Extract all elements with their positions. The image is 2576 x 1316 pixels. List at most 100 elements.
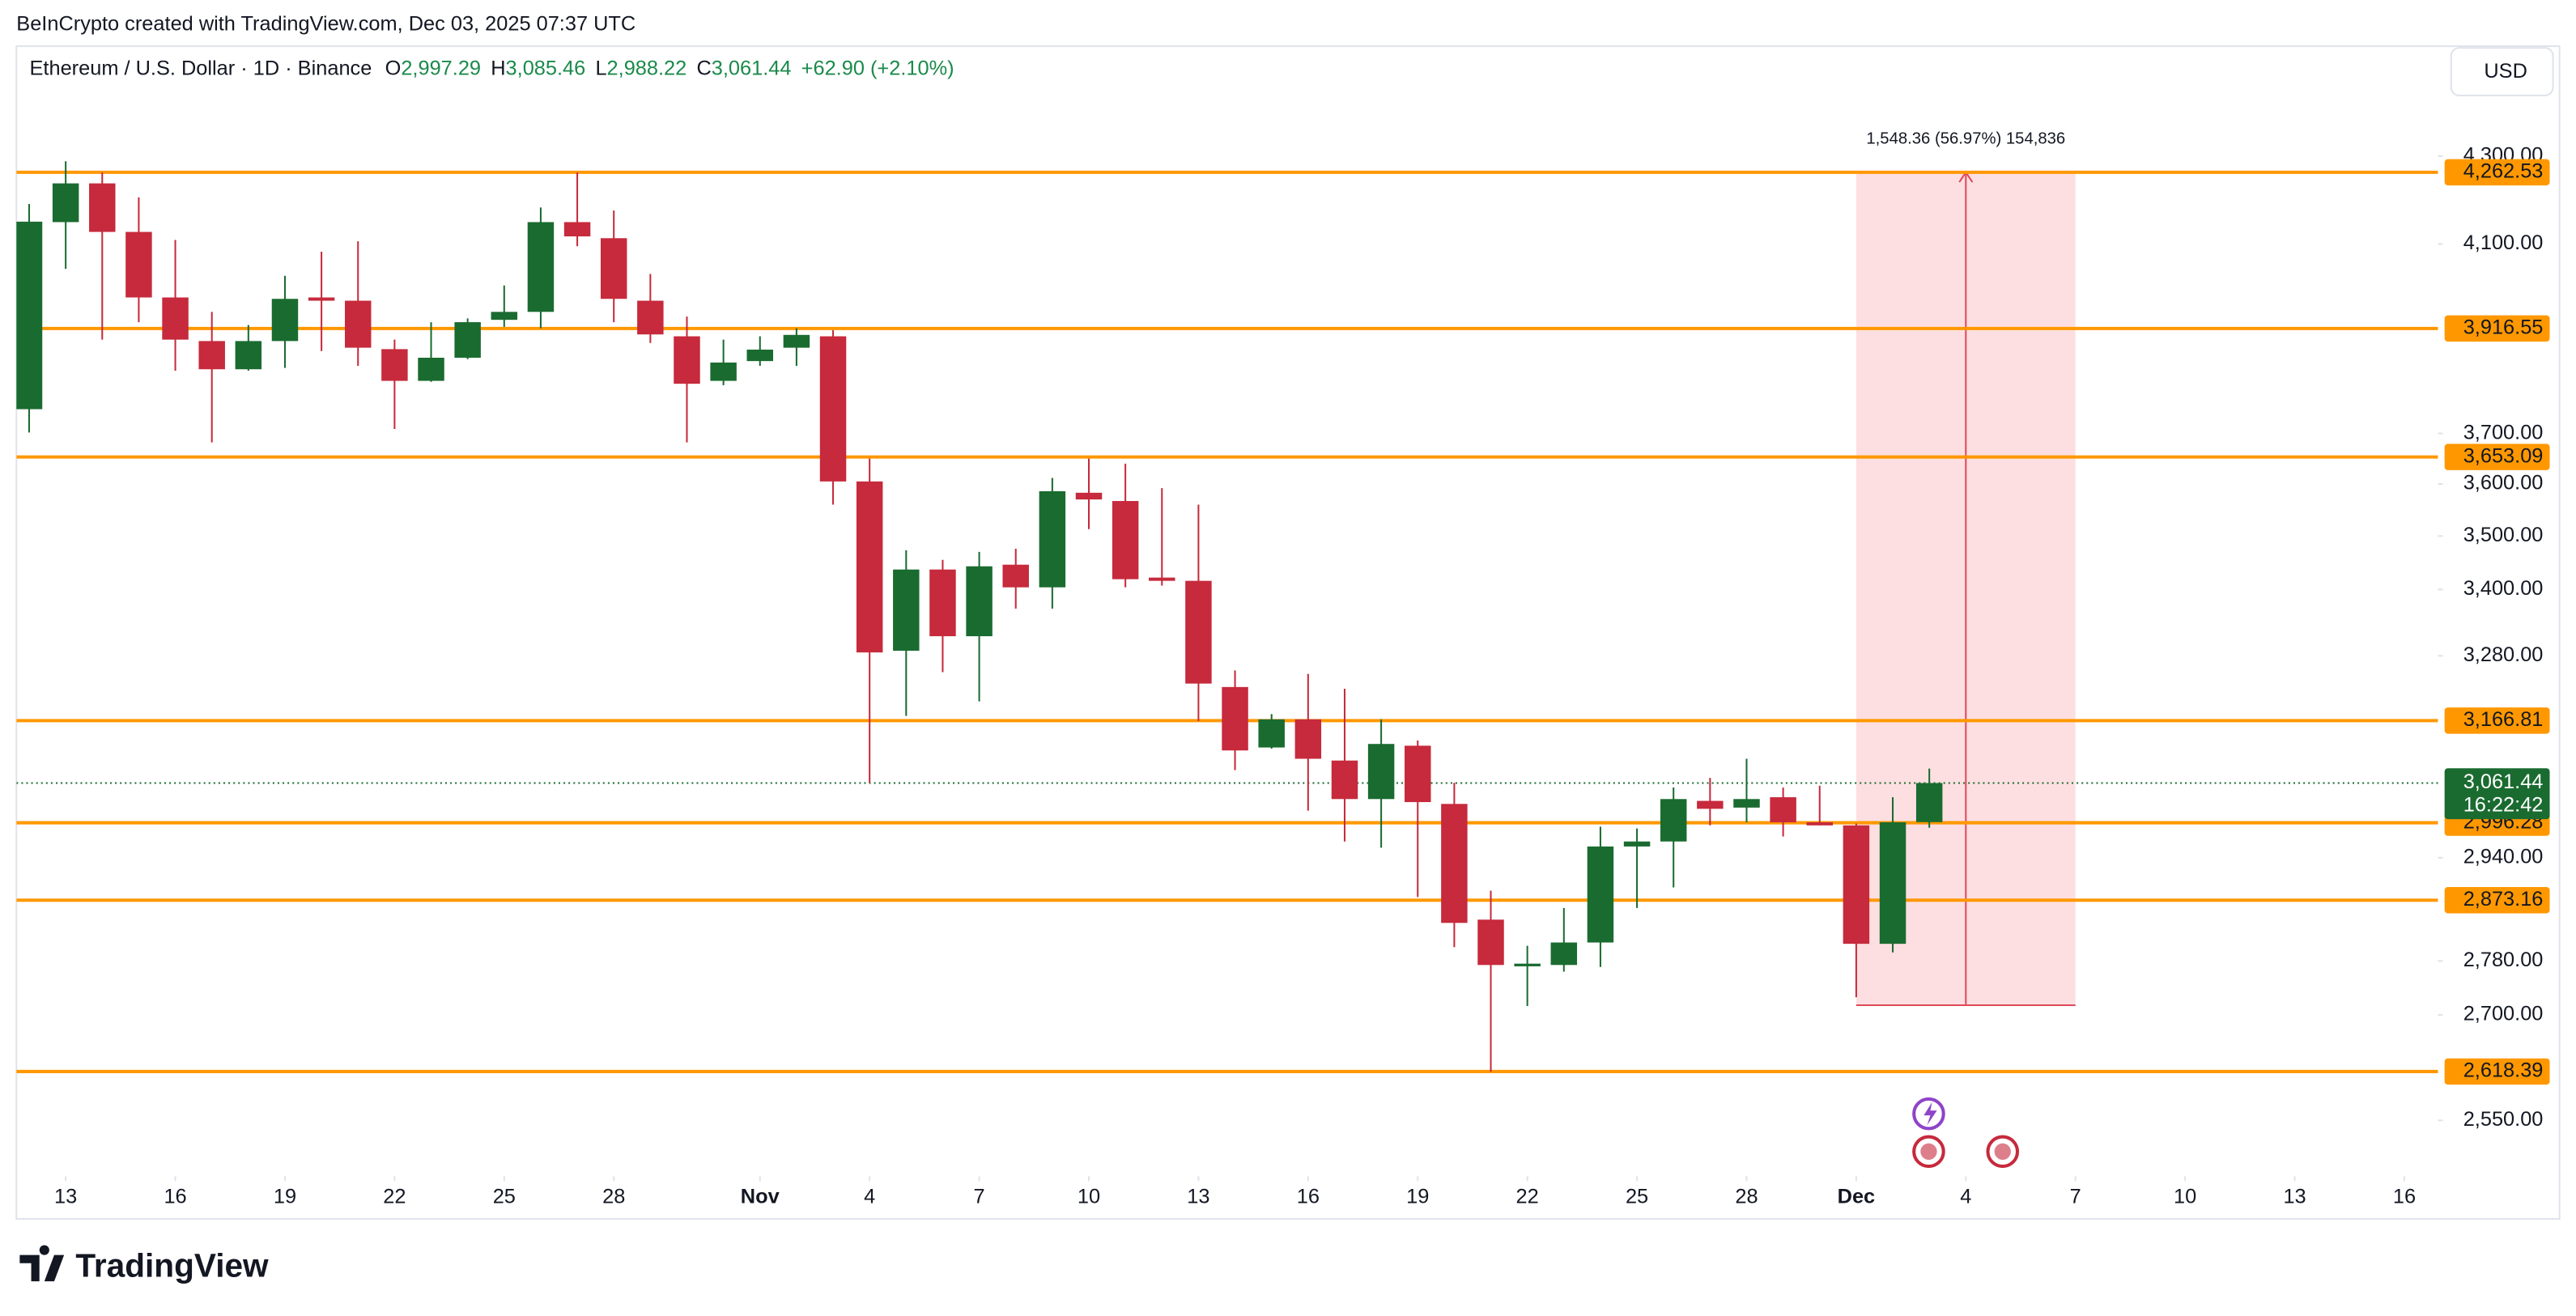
candle-body [1222,686,1248,751]
level-label: 2,873.16 [2463,888,2544,911]
candle-body [1915,783,1943,822]
x-tick-label: 7 [2070,1185,2081,1208]
level-label-box [2444,315,2550,342]
level-label-box [2444,886,2550,914]
x-tick-label: 10 [2174,1185,2196,1208]
candle-body [16,221,43,410]
candle-body [1514,963,1541,966]
x-tick-label: 16 [1297,1185,1320,1208]
candle-body [1623,841,1651,847]
candle-body [1843,825,1870,945]
y-tick-label: 2,780.00 [2463,949,2544,971]
candle-body [52,183,79,223]
candle-body [1770,797,1796,823]
candle-body [783,334,810,348]
candle-body [563,222,591,237]
currency-button[interactable] [2450,47,2554,96]
level-label: 3,166.81 [2463,708,2544,731]
x-tick-label: 28 [1735,1185,1758,1208]
level-label: 3,653.09 [2463,444,2544,467]
symbol: Ethereum / U.S. Dollar · 1D · Binance [30,57,372,79]
x-tick-label: 16 [2393,1185,2416,1208]
candle-body [1149,577,1175,581]
ohlc-value: 3,085.46 [506,57,586,79]
logo-mark [19,1245,65,1282]
candle-body [125,231,152,298]
candle-body [746,349,773,362]
candle-body [1697,800,1724,809]
x-tick-label: 10 [1078,1185,1100,1208]
last-price-label: 3,061.44 [2463,770,2544,793]
level-label: 2,618.39 [2463,1059,2544,1082]
x-tick-label: 13 [2283,1185,2306,1208]
candle-body [1367,744,1395,800]
x-tick-label: Nov [741,1185,780,1208]
x-tick-label: 7 [974,1185,985,1208]
brand: TradingView [75,1247,269,1284]
candle-body [235,341,262,370]
candle-body [1002,564,1029,588]
candle-body [1587,846,1614,943]
x-tick-label: 13 [54,1185,77,1208]
y-tick-label: 3,400.00 [2463,577,2544,600]
candle-body [1039,490,1066,588]
y-tick-label: 2,940.00 [2463,845,2544,868]
candle-body [1405,745,1431,803]
candle-body [819,336,847,482]
countdown: 16:22:42 [2463,794,2544,817]
events [1912,1097,2020,1169]
candle-body [674,336,700,384]
candle-body [1331,760,1358,800]
candle-body [198,341,225,370]
candle-body [345,300,372,348]
level-label-box [2444,1058,2550,1085]
candle-body [929,569,956,637]
candle-body [89,183,116,232]
candle-body [1075,492,1103,500]
attribution: BeInCrypto created with TradingView.com,… [16,12,635,35]
x-tick-label: 4 [864,1185,875,1208]
candle-body [1294,719,1322,759]
y-tick-label: 4,100.00 [2463,231,2544,254]
currency[interactable]: USD [2484,60,2527,83]
change: +62.90 (+2.10%) [801,57,954,79]
ohlc-key: C [696,57,711,79]
x-tick-label: Dec [1838,1185,1876,1208]
level-label-box [2444,707,2550,734]
y-tick-label: 2,550.00 [2463,1108,2544,1131]
x-tick-label: 22 [383,1185,406,1208]
ohlc-key: L [595,57,606,79]
candle-body [710,362,737,381]
candle-body [893,569,920,652]
candle-body [271,299,299,342]
y-tick-label: 3,280.00 [2463,643,2544,666]
x-tick-label: 19 [274,1185,296,1208]
candle-body [1550,942,1578,966]
ohlc-key: H [491,57,505,79]
candle-body [1185,580,1212,684]
candle-body [1806,822,1833,826]
ohlc-key: O [385,57,402,79]
plot-pane [16,161,2438,1073]
candle-body [1879,822,1906,945]
last-price-box [2444,768,2550,820]
candle-body [418,357,444,381]
candle-body [637,300,664,335]
candle-body [454,322,481,358]
legend-line: Ethereum / U.S. Dollar · 1D · Binance O2,… [30,57,954,79]
x-tick-label: 25 [493,1185,516,1208]
y-tick-label: 3,700.00 [2463,421,2544,444]
candle-body [1733,799,1760,808]
x-tick-label: 13 [1187,1185,1209,1208]
level-label-box [2444,444,2550,470]
y-tick-label: 3,600.00 [2463,472,2544,495]
x-tick-label: 25 [1626,1185,1648,1208]
event-glyph [1920,1143,1937,1160]
candle-body [856,481,883,653]
level-label: 3,916.55 [2463,316,2544,339]
candle-body [1112,501,1139,579]
y-tick-label: 2,700.00 [2463,1003,2544,1025]
candle-body [1660,799,1687,842]
measure-label: 1,548.36 (56.97%) 154,836 [1866,130,2065,148]
